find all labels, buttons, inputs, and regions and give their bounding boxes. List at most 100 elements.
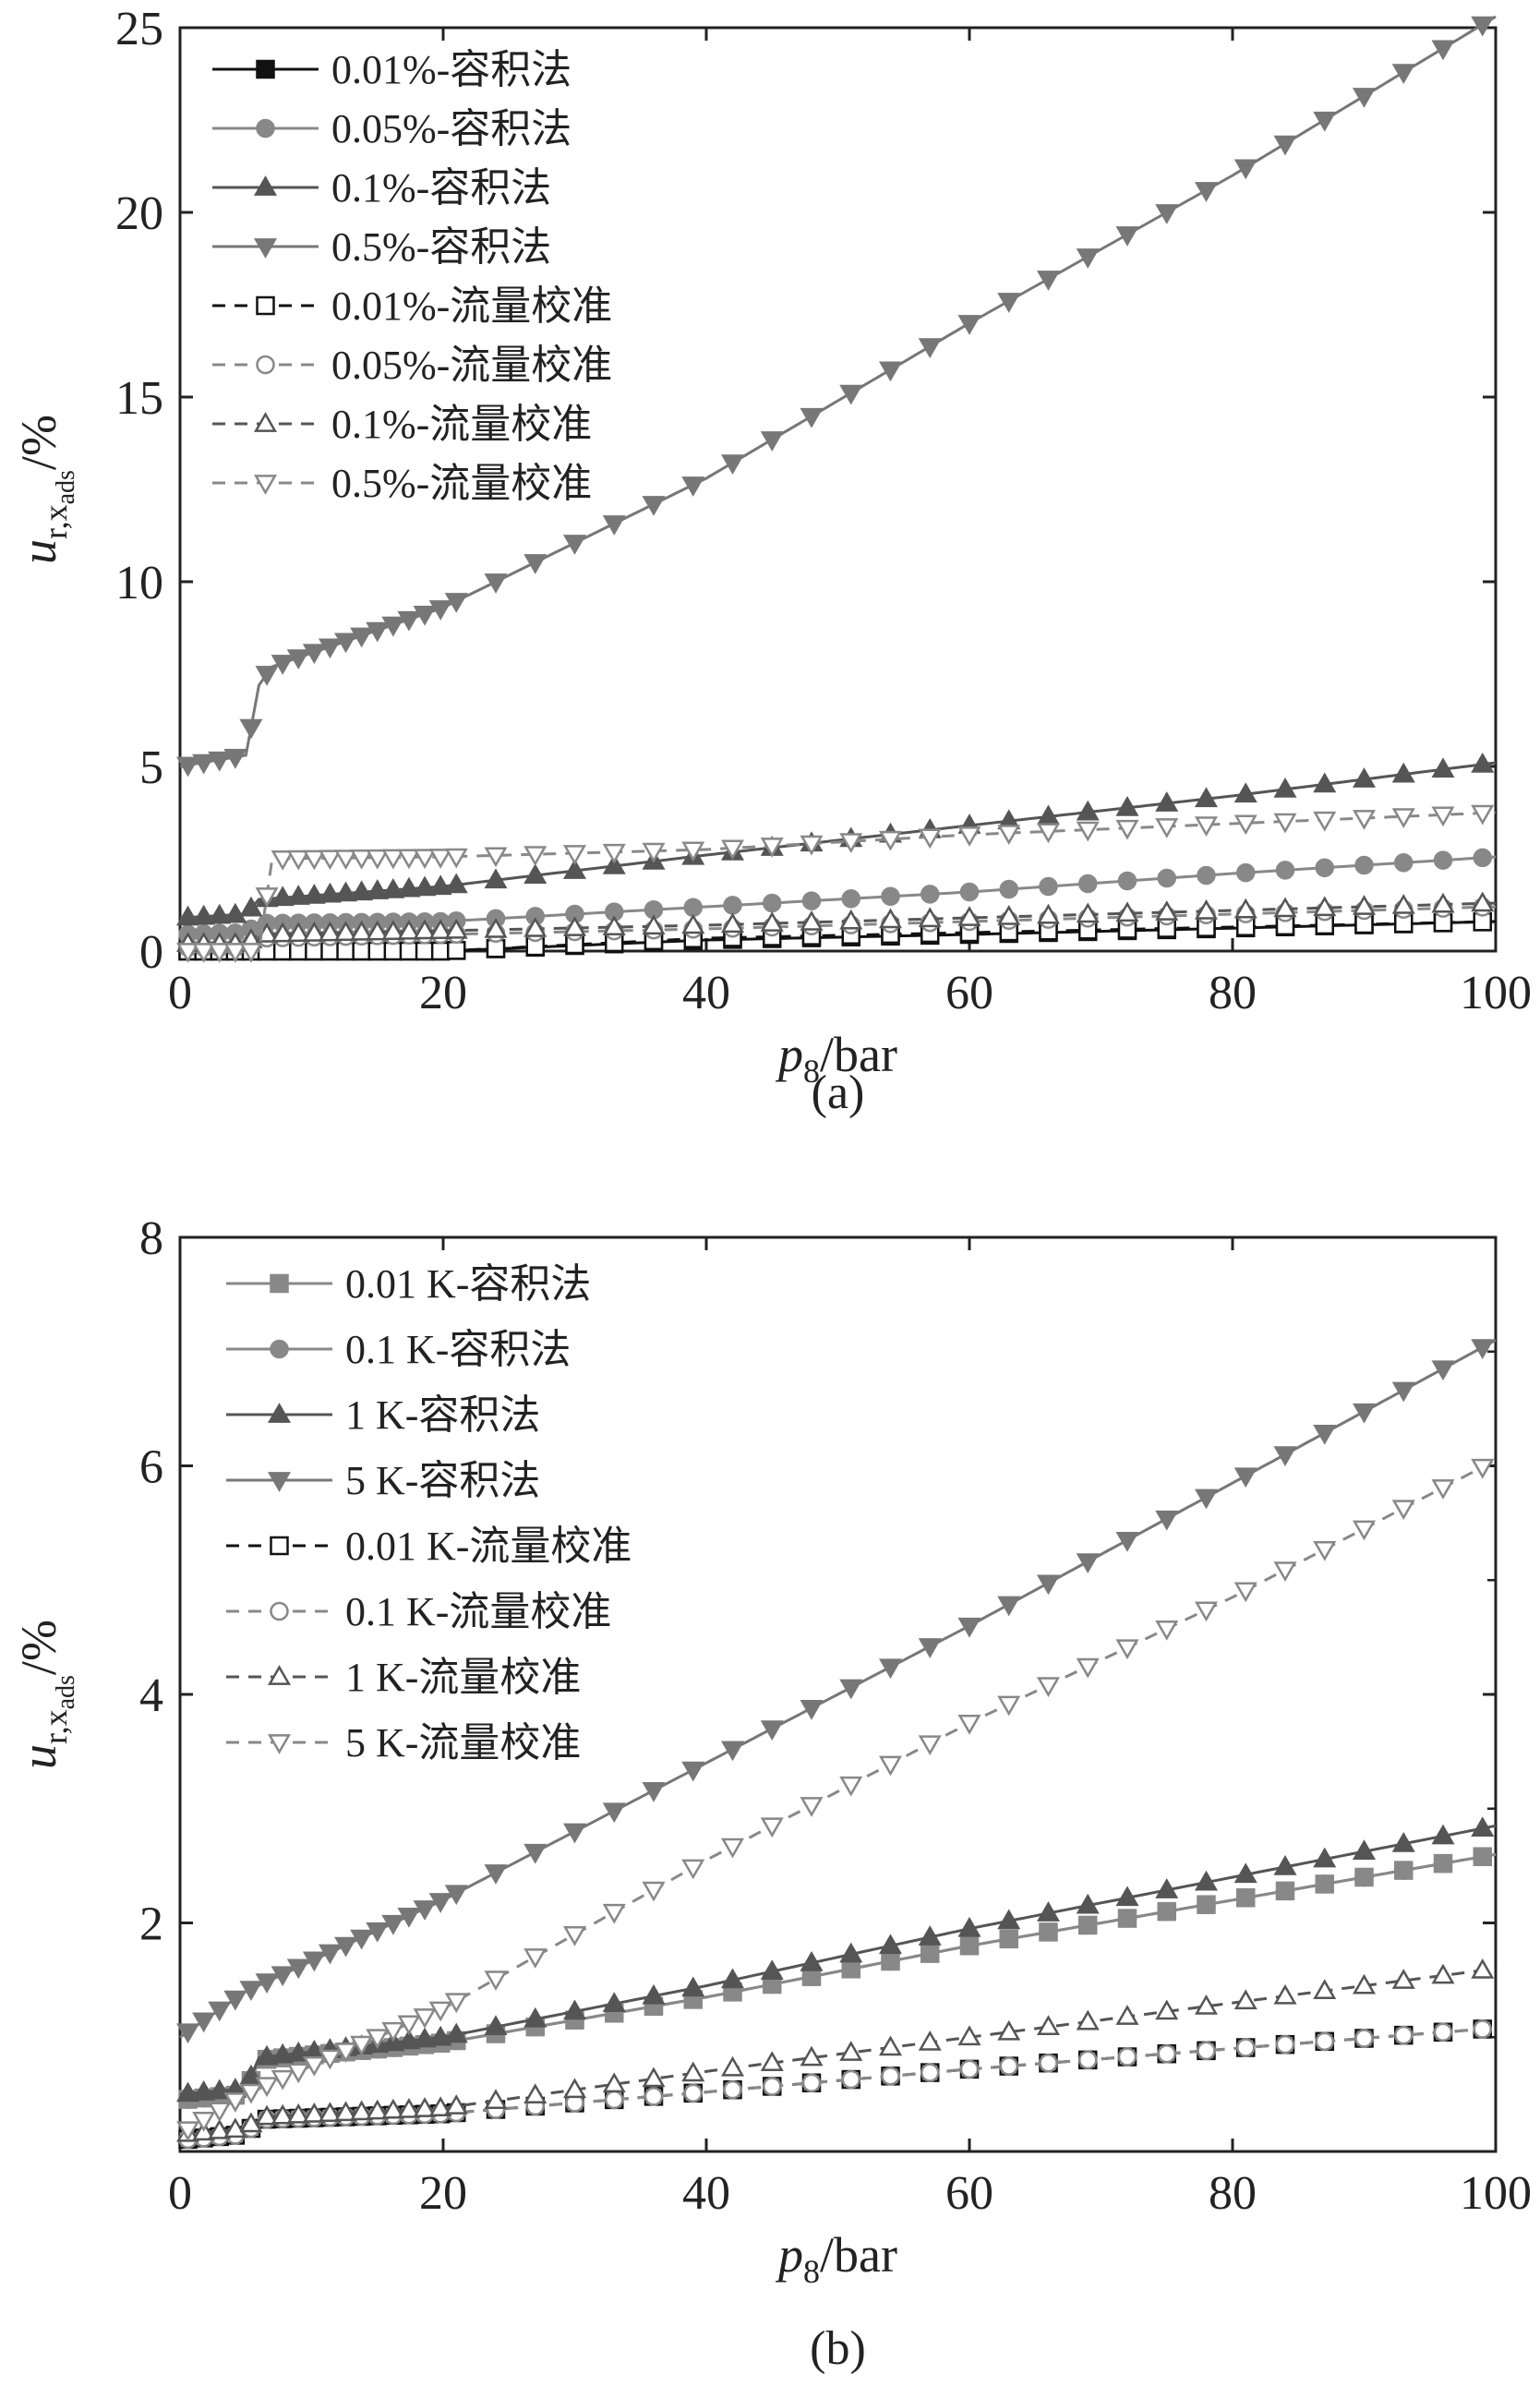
data-point [366, 920, 390, 941]
data-point [1197, 2041, 1216, 2061]
data-point [239, 2064, 263, 2085]
data-point [602, 515, 626, 536]
data-point [642, 1881, 666, 1902]
data-point [413, 919, 437, 940]
x-tick-label: 60 [945, 967, 993, 1019]
data-point [381, 920, 405, 940]
data-point [881, 2067, 900, 2086]
data-point [562, 916, 587, 936]
data-point [918, 907, 942, 928]
data-point [881, 886, 900, 907]
data-point [957, 1916, 981, 1937]
data-point [602, 854, 626, 874]
data-point [720, 912, 745, 934]
data-point [1155, 204, 1179, 224]
legend-marker [256, 295, 275, 316]
data-point [562, 1925, 587, 1946]
legend-marker [267, 1472, 292, 1492]
y-axis-label-main: u [11, 1744, 66, 1769]
data-point [1194, 787, 1219, 808]
legend-label: 0.5%-容积法 [331, 224, 551, 270]
data-point [1273, 1855, 1297, 1875]
data-point [334, 1936, 358, 1958]
data-point [1313, 1979, 1337, 2000]
data-point [428, 919, 452, 939]
data-point [999, 2056, 1018, 2076]
data-point [302, 644, 326, 665]
data-point [720, 454, 745, 476]
data-point [1431, 40, 1455, 61]
data-point [208, 2001, 232, 2022]
data-point [839, 833, 863, 854]
x-axis-label-sub: 8 [803, 2253, 820, 2290]
data-point [208, 751, 232, 772]
data-point [397, 610, 421, 632]
data-point [1354, 2029, 1374, 2048]
x-tick-label: 40 [682, 2167, 730, 2220]
data-point [1431, 1360, 1455, 1381]
data-point [841, 2069, 860, 2090]
legend-label: 0.01%-流量校准 [331, 283, 612, 329]
data-point [1076, 1893, 1100, 1914]
data-point [723, 2079, 742, 2100]
data-point [413, 849, 437, 870]
data-point [397, 2029, 421, 2050]
data-point [760, 1959, 784, 1980]
data-point [239, 718, 263, 740]
data-point [255, 2044, 279, 2066]
data-point [1433, 1853, 1453, 1874]
data-point [1194, 1488, 1219, 1510]
data-point [681, 2061, 705, 2082]
data-point [720, 1968, 745, 1989]
y-axis-label: ur,xads/% [11, 415, 80, 564]
data-point [1313, 1425, 1337, 1445]
plot-frame [178, 26, 1498, 953]
data-point [760, 837, 784, 858]
data-point [839, 1679, 863, 1700]
data-point [1315, 858, 1334, 877]
data-point [602, 915, 626, 935]
data-point [1394, 1861, 1414, 1880]
data-point [413, 605, 437, 626]
data-point [444, 918, 468, 939]
data-point [255, 887, 279, 908]
data-point [1431, 1824, 1455, 1845]
data-point [383, 941, 403, 961]
data-point [1036, 271, 1061, 291]
data-point [397, 919, 421, 940]
data-point [800, 1797, 824, 1817]
data-point [176, 943, 200, 963]
data-point [223, 2117, 247, 2139]
data-point [366, 2099, 390, 2120]
data-point [286, 1958, 310, 1980]
data-point [1352, 895, 1377, 915]
legend-label: 0.1%-容积法 [331, 165, 551, 211]
data-point [444, 873, 468, 894]
data-point [562, 859, 587, 879]
data-point [957, 906, 981, 926]
data-point [1352, 1403, 1377, 1424]
data-point [1157, 1901, 1176, 1922]
legend-marker [270, 1601, 289, 1621]
data-point [271, 1966, 295, 1987]
legend-marker [253, 238, 278, 259]
data-point [1352, 1973, 1377, 1994]
data-point [523, 2083, 547, 2104]
data-point [1354, 855, 1374, 875]
data-point [562, 2078, 587, 2099]
data-point [1115, 795, 1139, 816]
data-point [760, 1720, 784, 1741]
data-point [1431, 806, 1455, 827]
x-tick-label: 80 [1209, 2167, 1257, 2220]
data-point [484, 1970, 508, 1991]
panel-caption: (a) [812, 1066, 865, 1119]
data-point [642, 914, 666, 935]
data-point [839, 909, 863, 930]
data-point [881, 1951, 900, 1971]
data-point [255, 666, 279, 686]
data-point [1197, 865, 1216, 886]
data-point [484, 1864, 508, 1885]
data-point [920, 885, 940, 904]
data-point [1233, 159, 1257, 180]
data-point [1155, 900, 1179, 921]
